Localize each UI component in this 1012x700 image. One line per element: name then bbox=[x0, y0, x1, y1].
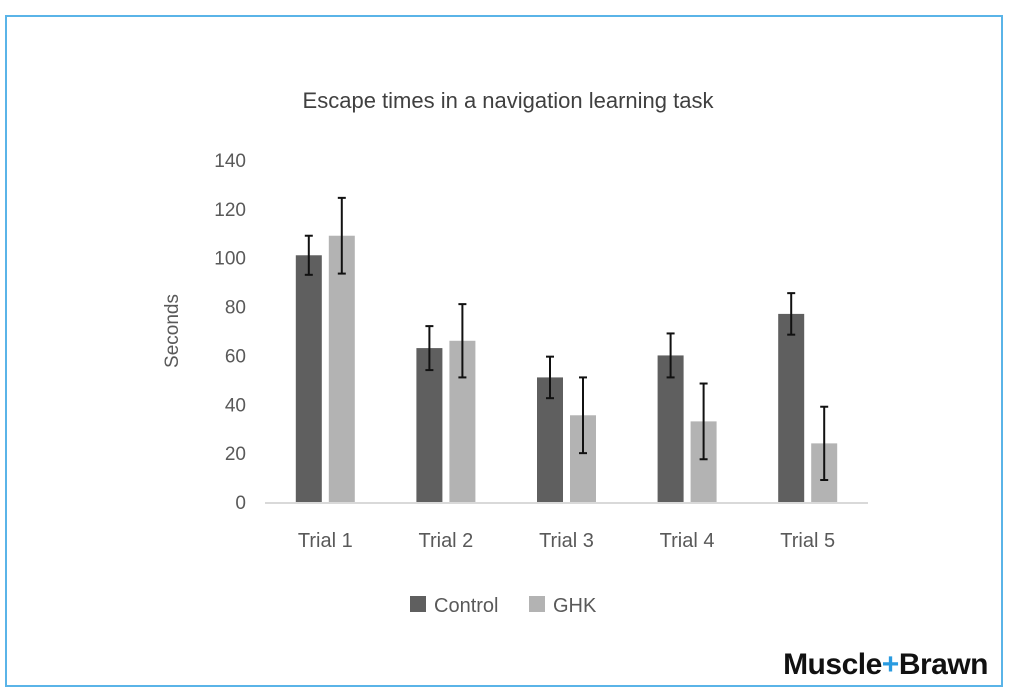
x-tick-label: Trial 5 bbox=[780, 530, 835, 552]
y-tick-label: 40 bbox=[225, 395, 246, 416]
legend-label-ghk: GHK bbox=[553, 595, 597, 617]
y-tick-label: 100 bbox=[214, 249, 246, 270]
x-tick-label: Trial 2 bbox=[418, 530, 473, 552]
bar-ghk bbox=[328, 235, 355, 502]
y-tick-label: 20 bbox=[225, 444, 246, 465]
bar-control bbox=[657, 355, 684, 502]
y-tick-label: 140 bbox=[214, 151, 246, 172]
y-tick-label: 120 bbox=[214, 200, 246, 221]
bar-control bbox=[778, 313, 805, 502]
brand-left: Muscle bbox=[783, 648, 882, 681]
bar-control bbox=[295, 255, 322, 502]
chart-title: Escape times in a navigation learning ta… bbox=[303, 88, 715, 113]
y-axis-label: Seconds bbox=[162, 294, 183, 368]
y-tick-label: 60 bbox=[225, 346, 246, 367]
brand-plus: + bbox=[881, 648, 900, 681]
x-tick-label: Trial 1 bbox=[298, 530, 353, 552]
brand-right: Brawn bbox=[898, 648, 989, 681]
legend-label-control: Control bbox=[434, 595, 498, 617]
bar-control bbox=[416, 348, 443, 502]
y-tick-label: 0 bbox=[235, 493, 246, 514]
x-tick-label: Trial 3 bbox=[539, 530, 594, 552]
legend-swatch-ghk bbox=[529, 596, 545, 612]
brand-logo: Muscle+Brawn bbox=[783, 648, 988, 682]
chart-frame bbox=[5, 15, 1003, 687]
x-tick-label: Trial 4 bbox=[660, 530, 715, 552]
legend-swatch-control bbox=[410, 596, 426, 612]
y-tick-label: 80 bbox=[225, 298, 246, 319]
